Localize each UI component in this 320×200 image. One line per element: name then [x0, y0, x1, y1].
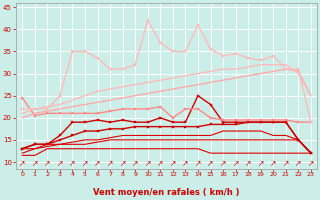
Text: ↗: ↗	[107, 159, 113, 168]
Text: ↗: ↗	[308, 159, 314, 168]
Text: ↗: ↗	[220, 159, 226, 168]
Text: ↗: ↗	[119, 159, 126, 168]
Text: ↗: ↗	[195, 159, 201, 168]
Text: ↗: ↗	[57, 159, 63, 168]
Text: ↗: ↗	[132, 159, 138, 168]
Text: ↗: ↗	[182, 159, 188, 168]
Text: ↗: ↗	[69, 159, 76, 168]
Text: ↗: ↗	[82, 159, 88, 168]
Text: ↗: ↗	[258, 159, 264, 168]
Text: ↗: ↗	[145, 159, 151, 168]
Text: ↗: ↗	[44, 159, 51, 168]
X-axis label: Vent moyen/en rafales ( km/h ): Vent moyen/en rafales ( km/h )	[93, 188, 240, 197]
Text: ↗: ↗	[157, 159, 164, 168]
Text: ↗: ↗	[295, 159, 301, 168]
Text: ↗: ↗	[170, 159, 176, 168]
Text: ↗: ↗	[94, 159, 101, 168]
Text: ↗: ↗	[207, 159, 214, 168]
Text: ↗: ↗	[232, 159, 239, 168]
Text: ↗: ↗	[19, 159, 25, 168]
Text: ↗: ↗	[245, 159, 252, 168]
Text: ↗: ↗	[283, 159, 289, 168]
Text: ↗: ↗	[32, 159, 38, 168]
Text: ↗: ↗	[270, 159, 276, 168]
